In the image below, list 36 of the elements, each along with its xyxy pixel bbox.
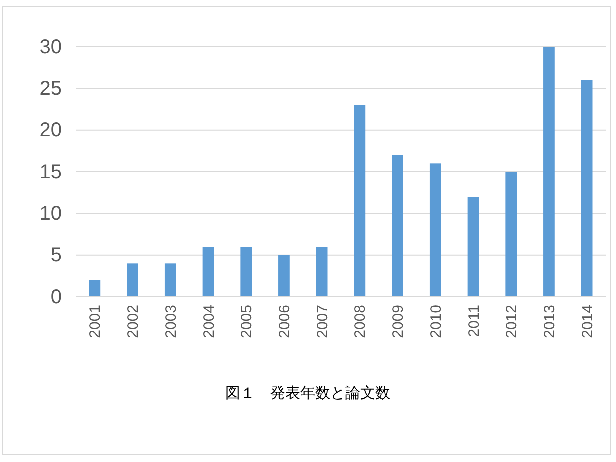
bar	[392, 155, 404, 297]
bar	[278, 255, 290, 297]
x-tick-label: 2008	[352, 305, 370, 338]
x-tick-label: 2010	[428, 305, 445, 338]
x-tick-label: 2007	[314, 305, 332, 338]
y-tick-label: 25	[40, 78, 62, 100]
x-tick-label: 2002	[125, 305, 142, 338]
x-tick-label: 2014	[579, 305, 596, 338]
y-tick-label: 15	[40, 161, 62, 184]
y-tick-label: 0	[50, 286, 62, 308]
y-tick-label: 30	[40, 36, 62, 58]
bar	[581, 80, 593, 297]
x-tick-label: 2004	[200, 305, 218, 338]
bar	[430, 164, 442, 297]
bar	[354, 105, 366, 297]
bar	[89, 280, 101, 297]
x-tick-label: 2006	[276, 305, 294, 338]
y-tick-label: 5	[50, 244, 62, 267]
x-tick-label: 2005	[238, 305, 256, 338]
x-tick-label: 2012	[504, 305, 521, 338]
bar	[468, 197, 480, 297]
x-tick-label: 2003	[162, 305, 180, 338]
caption: 図１ 発表年数と論文数	[226, 384, 390, 402]
bar	[506, 172, 518, 297]
bar	[544, 47, 555, 297]
y-tick-label: 20	[40, 120, 62, 142]
bar	[202, 247, 214, 297]
bar	[127, 264, 138, 297]
x-tick-label: 2011	[466, 305, 483, 338]
bar	[240, 247, 252, 297]
bar	[316, 247, 328, 297]
x-tick-label: 2013	[541, 305, 558, 338]
x-tick-label: 2009	[390, 305, 408, 338]
bar	[164, 264, 176, 297]
y-tick-label: 10	[40, 203, 62, 226]
x-tick-label: 2001	[87, 305, 104, 338]
